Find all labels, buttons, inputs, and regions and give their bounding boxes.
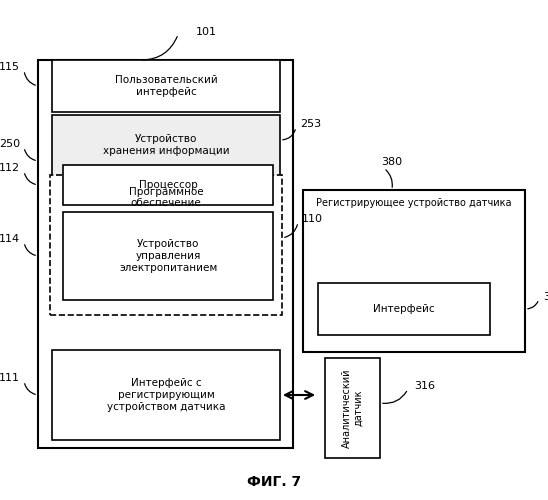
Text: ФИГ. 7: ФИГ. 7 [247, 475, 301, 489]
Text: 316: 316 [414, 381, 435, 391]
Bar [303, 190, 525, 352]
Text: Устройство
хранения информации: Устройство хранения информации [102, 134, 229, 156]
Text: Устройство
управления
электропитанием: Устройство управления электропитанием [119, 240, 217, 272]
Bar [52, 115, 280, 230]
Bar [65, 170, 267, 225]
Bar [52, 350, 280, 440]
Bar [52, 60, 280, 112]
Text: 250: 250 [0, 139, 20, 149]
Bar [38, 60, 293, 448]
Text: 114: 114 [0, 234, 20, 244]
Text: Программное
обеспечение: Программное обеспечение [129, 186, 203, 208]
Text: 253: 253 [300, 119, 321, 129]
Text: 110: 110 [302, 214, 323, 224]
Text: Аналитический
датчик: Аналитический датчик [342, 368, 363, 448]
Bar [325, 358, 380, 458]
Text: Интерфейс: Интерфейс [373, 304, 435, 314]
Text: 381: 381 [543, 292, 548, 302]
Bar [318, 283, 490, 335]
Text: 111: 111 [0, 373, 20, 383]
Text: Процессор: Процессор [139, 180, 197, 190]
Bar [63, 165, 273, 205]
Text: 380: 380 [381, 157, 402, 167]
Bar [63, 212, 273, 300]
Text: Интерфейс с
регистрирующим
устройством датчика: Интерфейс с регистрирующим устройством д… [107, 378, 225, 412]
Text: 112: 112 [0, 163, 20, 173]
Text: Пользовательский
интерфейс: Пользовательский интерфейс [115, 75, 218, 97]
Text: 115: 115 [0, 62, 20, 72]
Text: Регистрирующее устройство датчика: Регистрирующее устройство датчика [316, 198, 512, 208]
Text: 101: 101 [196, 27, 217, 37]
Bar [50, 175, 282, 315]
